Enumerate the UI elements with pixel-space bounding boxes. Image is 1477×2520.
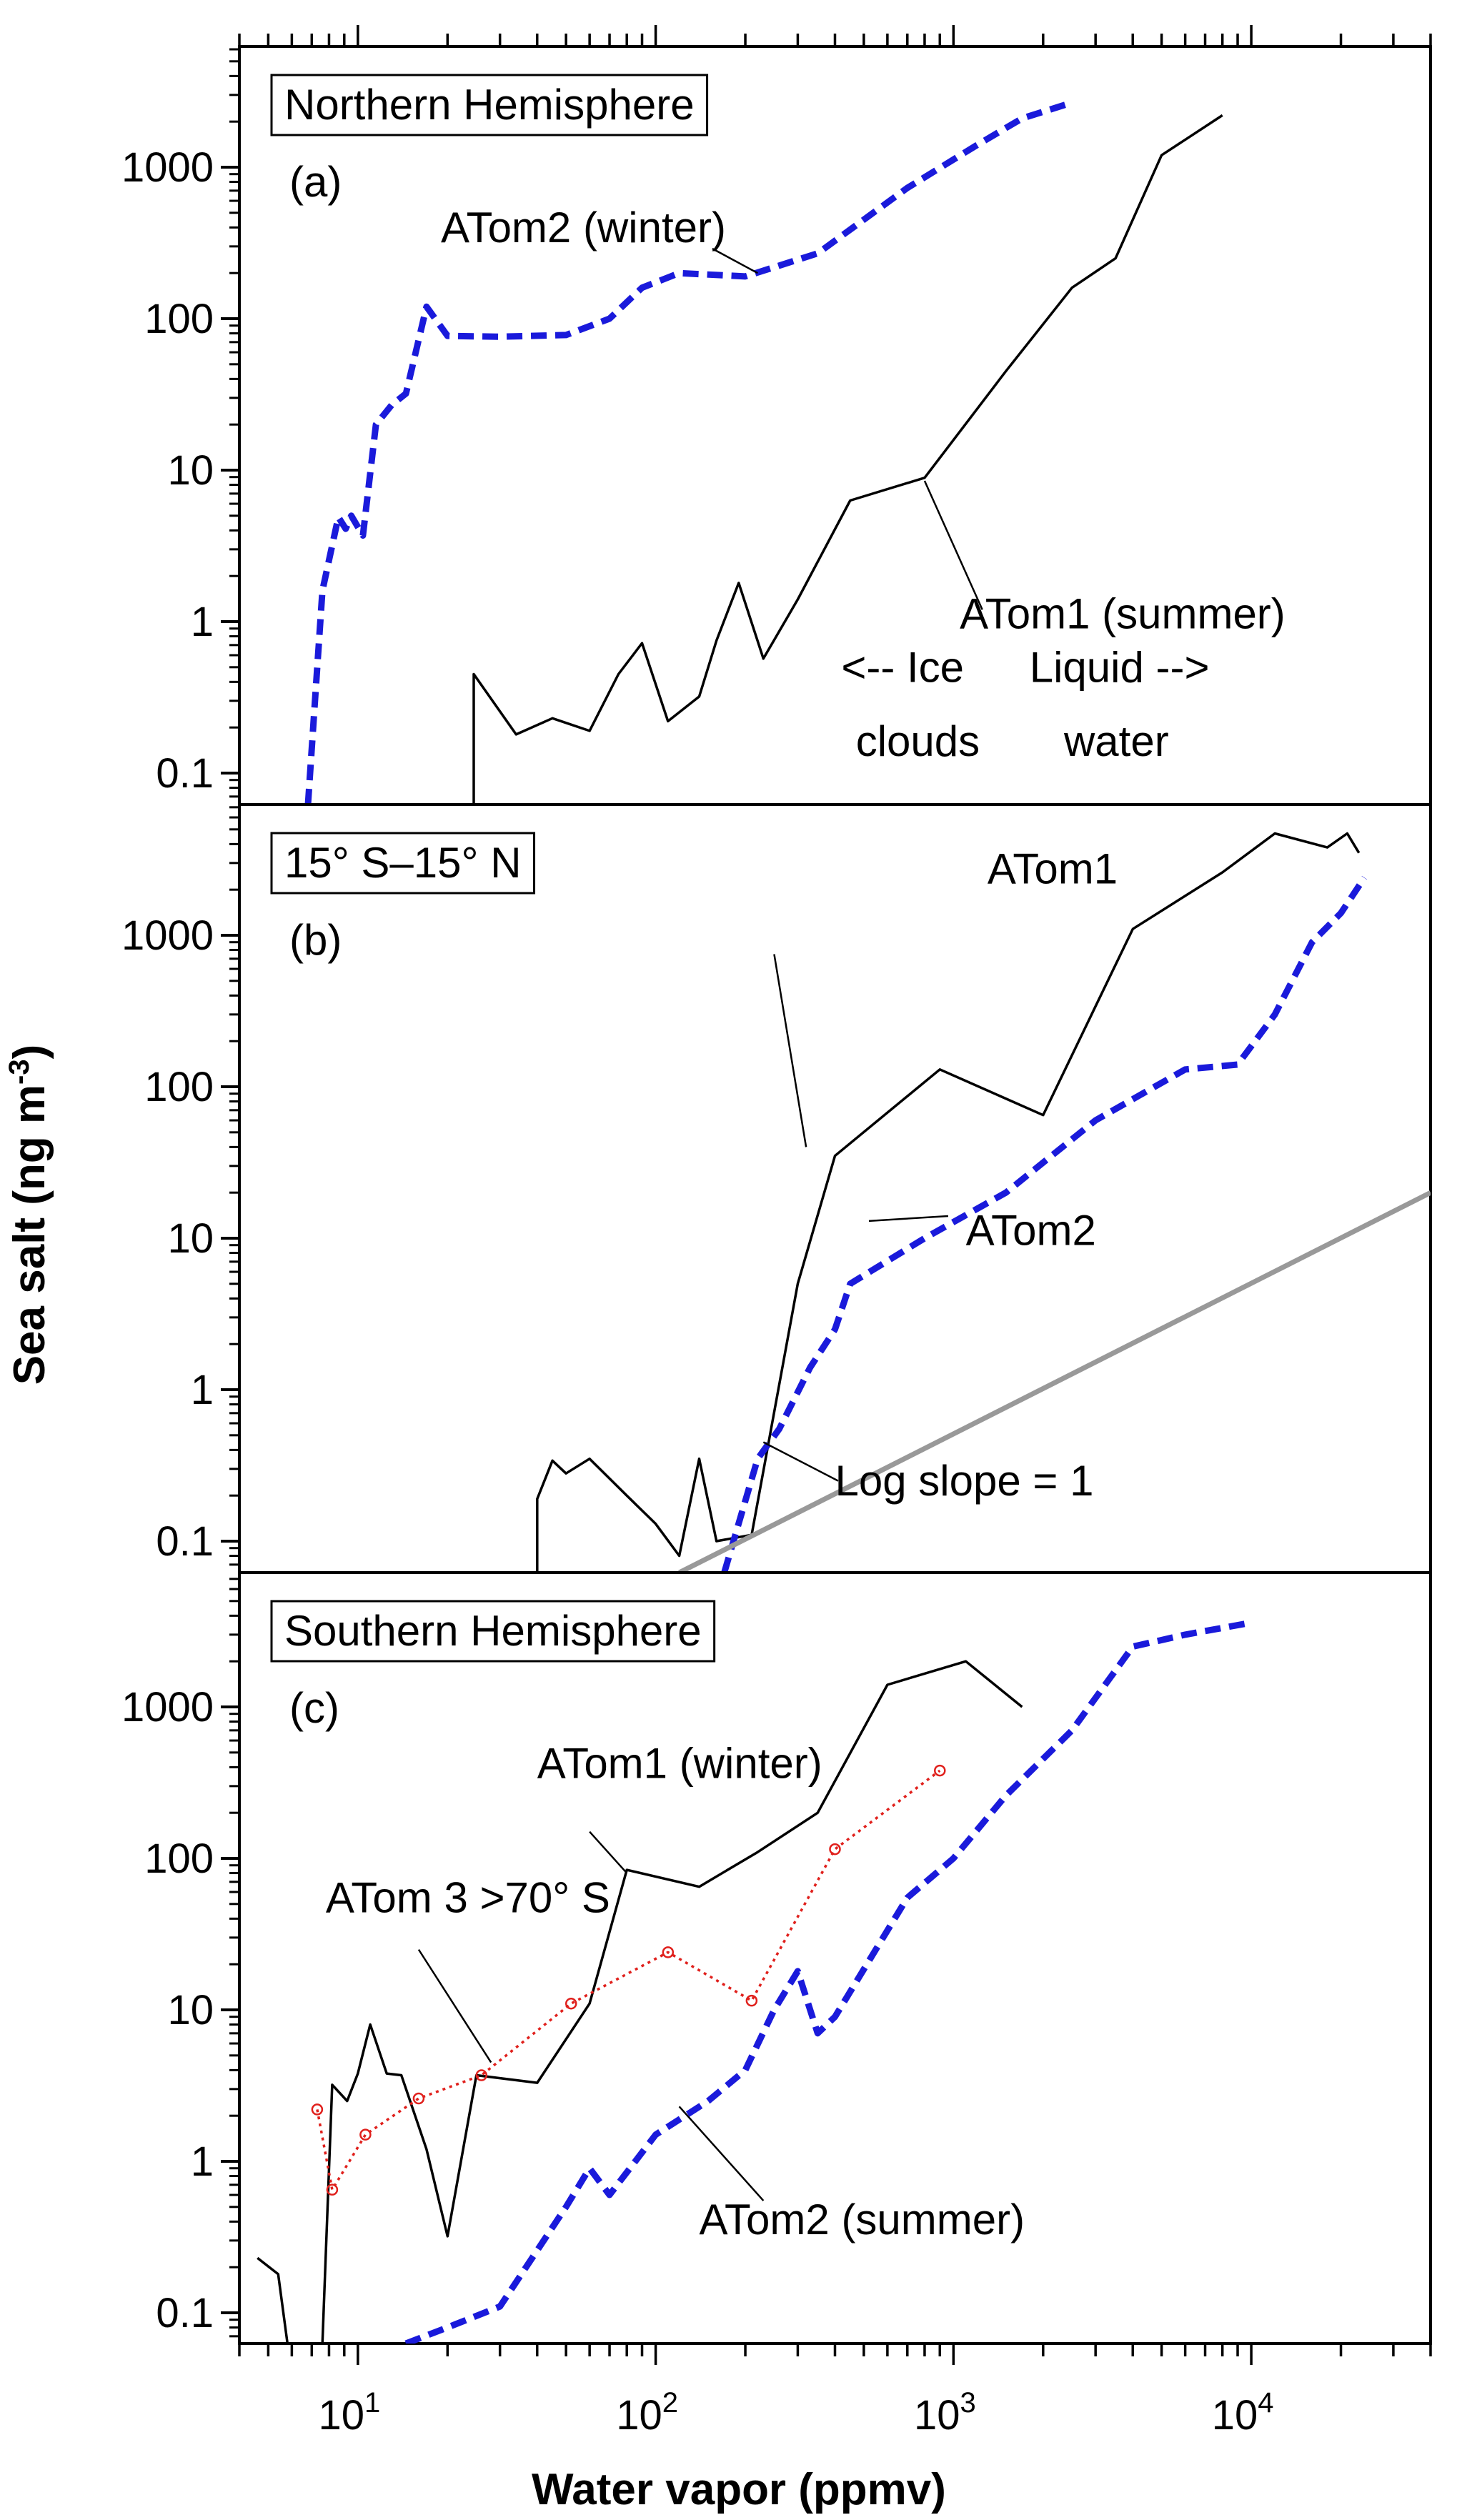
annotation-leader-line <box>678 2106 765 2201</box>
y-tick-label: 1000 <box>121 912 214 959</box>
annotation-text: water <box>1063 717 1169 765</box>
panel-letter: (a) <box>289 158 342 206</box>
series-atom-3-70-s-point <box>662 1946 675 1958</box>
series-atom-3-70-s-point <box>412 2092 425 2105</box>
x-tick-label: 104 <box>1212 2387 1274 2439</box>
annotation-text: ATom2 (summer) <box>699 2196 1025 2243</box>
y-tick-label: 100 <box>144 1836 214 1882</box>
y-axis-title-superscript: -3 <box>4 1059 35 1085</box>
panel-region-label: 15° S–15° N <box>284 839 522 887</box>
annotation-text: ATom1 <box>988 845 1118 892</box>
x-axis: 101 102 103 104 <box>238 25 1432 2439</box>
annotation-text: ATom2 <box>966 1207 1096 1255</box>
panels-layer: 0.1 1 10 100 1000 ATom2 (winter) ATom1 (summer… <box>121 45 1432 2345</box>
panel-letter: (b) <box>289 916 342 964</box>
panel-series <box>257 1619 1252 2344</box>
panel-b: 0.1 1 10 100 1000 ATom1 ATom2 Log slope = 1 15° … <box>121 803 1432 1574</box>
panel-region-box <box>270 832 536 895</box>
x-axis-title: Water vapor (ppmv) <box>532 2465 946 2514</box>
series-atom-3-70-s-point <box>326 2183 339 2196</box>
panel-c: 0.1 1 10 100 1000 ATom1 (winter) ATom 3 >70° S… <box>121 1571 1432 2345</box>
annotation-leader-line <box>773 954 807 1147</box>
annotation-text: ATom 3 >70° S <box>326 1874 610 1922</box>
annotation-leader-line <box>589 1831 628 1874</box>
annotation-text: Log slope = 1 <box>835 1457 1094 1505</box>
annotation-text: ATom2 (winter) <box>441 204 726 251</box>
panel-series <box>304 101 1223 805</box>
annotation-leader-line <box>712 247 758 274</box>
series-atom-3-70-s-point <box>359 2128 372 2141</box>
y-tick-label: 0.1 <box>156 2290 214 2336</box>
series-atom1-summer-line <box>472 114 1223 805</box>
series-atom-3-70-s-point <box>829 1843 841 1856</box>
series-atom2-summer-line <box>404 1619 1252 2344</box>
y-tick-label: 0.1 <box>156 1518 214 1565</box>
y-tick-label: 1000 <box>121 144 214 191</box>
annotation-leader-line <box>868 1215 949 1222</box>
series-atom-3-70-s-point <box>745 1994 758 2007</box>
y-tick-label: 10 <box>167 447 214 494</box>
y-tick-label: 10 <box>167 1215 214 1262</box>
annotation-text: clouds <box>856 717 980 765</box>
y-axis-title: Sea salt (ng m-3) <box>4 1045 54 1385</box>
series-atom2-winter-line <box>304 101 1068 805</box>
x-tick-label: 101 <box>318 2387 380 2439</box>
annotation-leader-line <box>417 1948 492 2063</box>
annotation-text: <-- Ice <box>841 643 964 691</box>
series-atom-3-70-s-point <box>475 2069 488 2081</box>
series-atom2-line <box>721 875 1368 1573</box>
annotation-text: Liquid --> <box>1030 643 1210 691</box>
y-tick-label: 10 <box>167 1987 214 2033</box>
panel-series <box>536 832 1431 1573</box>
x-tick-label: 102 <box>616 2387 678 2439</box>
y-tick-label: 1000 <box>121 1684 214 1730</box>
y-tick-label: 100 <box>144 296 214 342</box>
y-tick-label: 0.1 <box>156 750 214 797</box>
panel-region-box <box>270 74 709 136</box>
panel-letter: (c) <box>289 1684 339 1732</box>
panel-region-label: Northern Hemisphere <box>284 81 695 129</box>
y-tick-label: 1 <box>191 2138 214 2185</box>
panel-a: 0.1 1 10 100 1000 ATom2 (winter) ATom1 (summer… <box>121 45 1432 806</box>
panel-region-box <box>270 1600 716 1663</box>
annotation-leader-line <box>923 480 983 610</box>
series-atom-3-70-s-point <box>934 1764 946 1777</box>
series-atom-3-70-s-line <box>316 1769 941 2191</box>
panel-frame <box>238 45 1432 806</box>
y-tick-label: 100 <box>144 1064 214 1110</box>
panel-region-label: Southern Hemisphere <box>284 1607 702 1655</box>
annotation-text: ATom1 (summer) <box>960 590 1285 638</box>
annotation-leader-line <box>762 1441 839 1482</box>
y-tick-label: 1 <box>191 1367 214 1413</box>
y-tick-label: 1 <box>191 599 214 645</box>
series-atom-3-70-s-point <box>565 1997 577 2010</box>
series-atom1-winter-line <box>257 1660 1023 2344</box>
series-log-slope-1-line <box>678 1190 1431 1573</box>
series-atom-3-70-s-point <box>311 2103 324 2116</box>
x-tick-label: 103 <box>914 2387 976 2439</box>
annotation-text: ATom1 (winter) <box>537 1739 822 1787</box>
